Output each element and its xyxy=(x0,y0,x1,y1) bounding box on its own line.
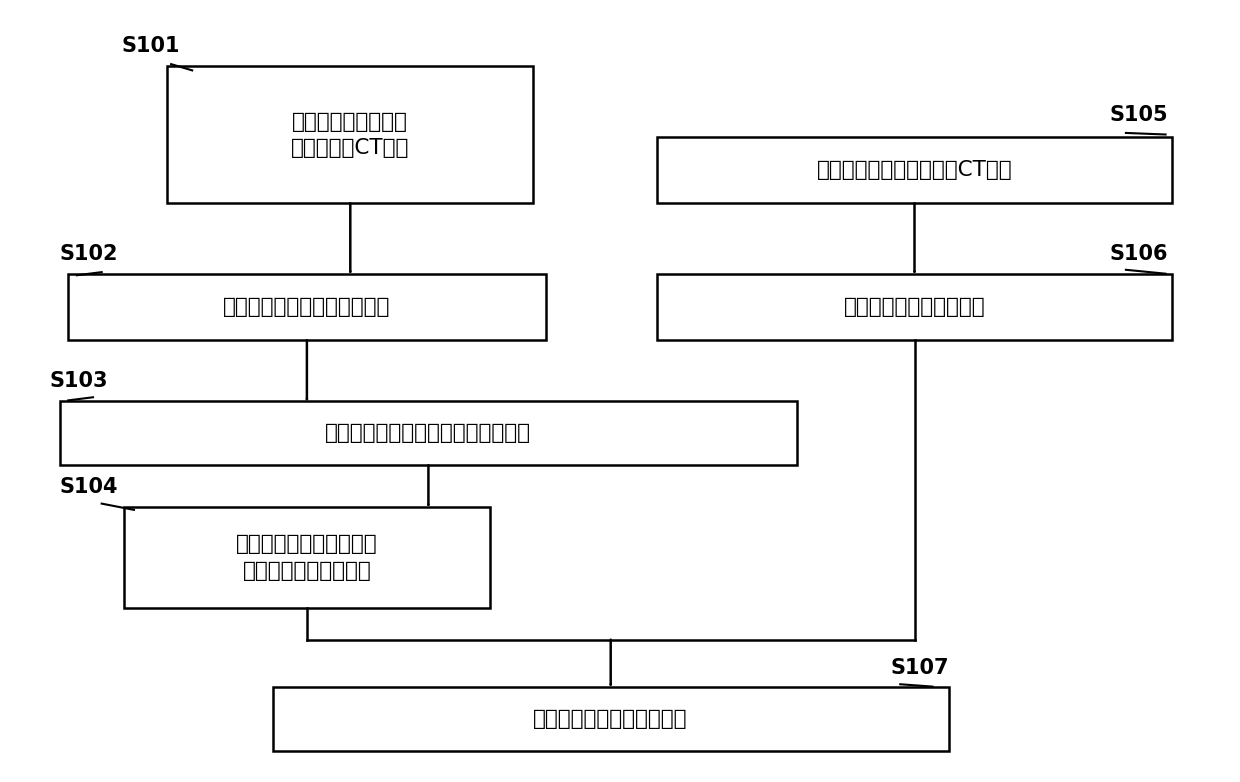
FancyBboxPatch shape xyxy=(68,274,546,340)
Text: S106: S106 xyxy=(1110,243,1168,264)
FancyBboxPatch shape xyxy=(167,66,533,203)
Text: 提取测试集中的候选斑块: 提取测试集中的候选斑块 xyxy=(843,297,986,317)
Text: S101: S101 xyxy=(122,36,180,56)
FancyBboxPatch shape xyxy=(60,401,797,465)
Text: 通过模型迁移方法训练冠
状动脉斑块的检测模型: 通过模型迁移方法训练冠 状动脉斑块的检测模型 xyxy=(236,534,378,581)
FancyBboxPatch shape xyxy=(657,137,1172,203)
Text: 读取训练集中已标记
的冠状动脉CT图像: 读取训练集中已标记 的冠状动脉CT图像 xyxy=(291,112,409,158)
Text: S105: S105 xyxy=(1110,105,1168,125)
Text: 提取训练集中的候选钙化斑块: 提取训练集中的候选钙化斑块 xyxy=(223,297,391,317)
FancyBboxPatch shape xyxy=(124,507,490,608)
Text: 对训练集中的候选斑块进行扩增操作: 对训练集中的候选斑块进行扩增操作 xyxy=(325,423,532,443)
Text: S102: S102 xyxy=(60,243,118,264)
Text: S103: S103 xyxy=(50,371,108,391)
Text: 读取测试集中的冠状动脉CT图像: 读取测试集中的冠状动脉CT图像 xyxy=(817,160,1012,180)
FancyBboxPatch shape xyxy=(657,274,1172,340)
Text: S107: S107 xyxy=(890,658,949,678)
FancyBboxPatch shape xyxy=(273,687,949,751)
Text: 得到冠状动脉斑块检测结果: 得到冠状动脉斑块检测结果 xyxy=(533,708,688,729)
Text: S104: S104 xyxy=(60,476,118,497)
